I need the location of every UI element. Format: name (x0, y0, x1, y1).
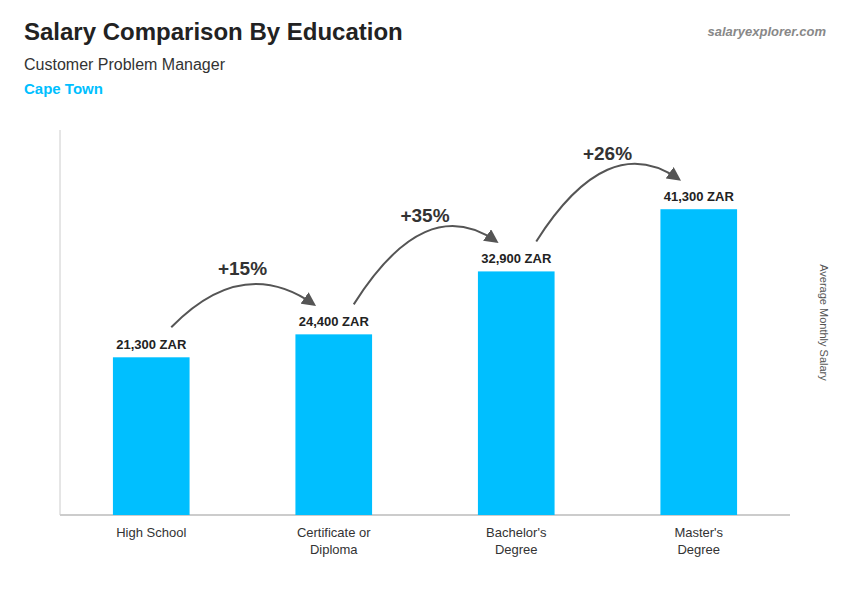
category-label: Master'sDegree (674, 525, 723, 557)
data-label: 41,300 ZAR (664, 189, 735, 204)
category-label: High School (116, 525, 186, 540)
subtitle: Customer Problem Manager (24, 56, 226, 73)
data-label: 24,400 ZAR (299, 314, 370, 329)
city: Cape Town (24, 80, 103, 97)
chart: Salary Comparison By Education Customer P… (0, 0, 850, 606)
y-axis-label: Average Monthly Salary (818, 264, 830, 381)
pct-change: +26% (583, 143, 632, 164)
pct-change: +15% (218, 258, 267, 279)
title: Salary Comparison By Education (24, 18, 403, 45)
bar (660, 209, 737, 515)
data-label: 32,900 ZAR (481, 251, 552, 266)
bar (113, 357, 190, 515)
change-arrow (354, 226, 497, 304)
y-axis-line (60, 130, 61, 515)
watermark: salaryexplorer.com (707, 24, 826, 39)
category-label: Certificate orDiploma (297, 525, 371, 557)
change-arrow (171, 284, 314, 327)
change-arrow (536, 164, 679, 242)
pct-change: +35% (400, 205, 449, 226)
bars (113, 209, 737, 515)
category-label: Bachelor'sDegree (486, 525, 547, 557)
data-label: 21,300 ZAR (116, 337, 187, 352)
bar (295, 334, 372, 515)
bar (478, 271, 555, 515)
